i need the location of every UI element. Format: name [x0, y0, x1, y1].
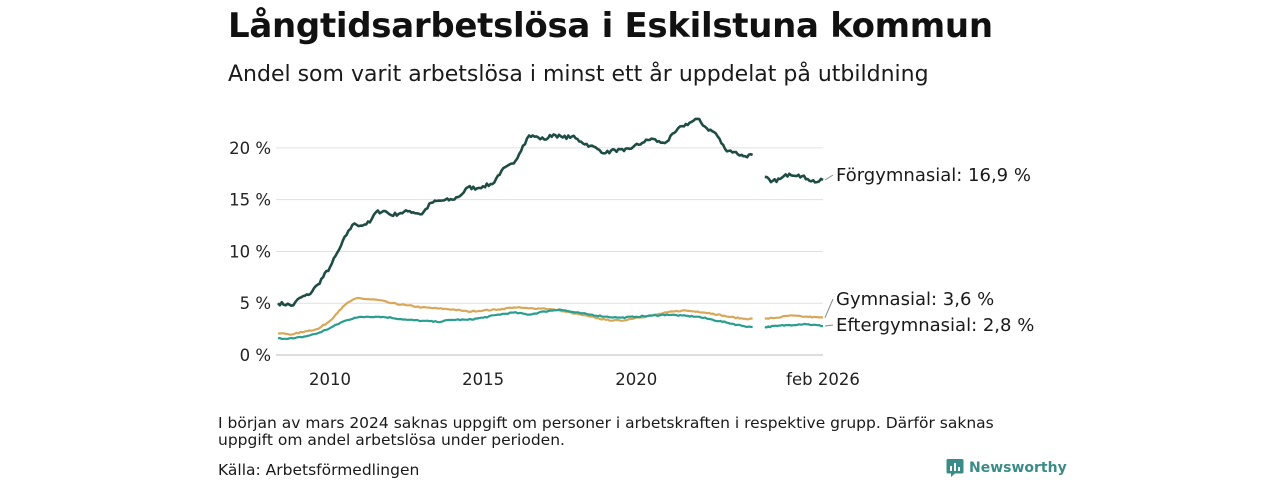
y-tick-label: 15 %	[229, 191, 271, 210]
series-line-gymnasial	[764, 314, 824, 320]
series-labels: Förgymnasial: 16,9 % Gymnasial: 3,6 % Efte…	[824, 165, 1034, 336]
x-tick-label: feb 2026	[786, 370, 860, 389]
x-tick-label: 2020	[615, 370, 657, 389]
label-connector	[824, 324, 834, 327]
label-connector	[824, 174, 834, 181]
footnote: I början av mars 2024 saknas uppgift om …	[218, 414, 994, 449]
y-tick-label: 10 %	[229, 242, 271, 261]
brand-logo: Newsworthy	[946, 458, 1067, 478]
y-tick-label: 5 %	[240, 294, 271, 313]
newsworthy-logo-icon	[946, 459, 964, 477]
x-axis: 2010 2015 2020 feb 2026	[309, 370, 860, 389]
series-line-eftergymnasial	[277, 308, 753, 341]
label-connector	[824, 298, 834, 318]
series-line-eftergymnasial	[764, 322, 824, 329]
x-tick-label: 2015	[462, 370, 504, 389]
series-label: Gymnasial: 3,6 %	[836, 289, 994, 310]
series-label: Förgymnasial: 16,9 %	[836, 165, 1031, 186]
series-lines	[277, 117, 824, 341]
gridlines	[276, 147, 823, 356]
series-label: Eftergymnasial: 2,8 %	[836, 315, 1034, 336]
series-line-förgymnasial	[277, 117, 754, 307]
brand-name: Newsworthy	[969, 460, 1067, 476]
y-axis: 0 % 5 % 10 % 15 % 20 %	[229, 139, 271, 365]
chart-subtitle: Andel som varit arbetslösa i minst ett å…	[228, 62, 929, 87]
y-tick-label: 0 %	[240, 346, 271, 365]
chart-title: Långtidsarbetslösa i Eskilstuna kommun	[228, 6, 993, 46]
line-chart: 0 %5 %10 %15 %20 % 2010 2015 2020 feb 2026 …	[229, 117, 1034, 389]
series-line-gymnasial	[277, 296, 753, 336]
series-line-förgymnasial	[764, 172, 824, 184]
source-note: Källa: Arbetsförmedlingen	[218, 461, 420, 479]
y-tick-label: 20 %	[229, 139, 271, 158]
x-tick-label: 2010	[309, 370, 351, 389]
